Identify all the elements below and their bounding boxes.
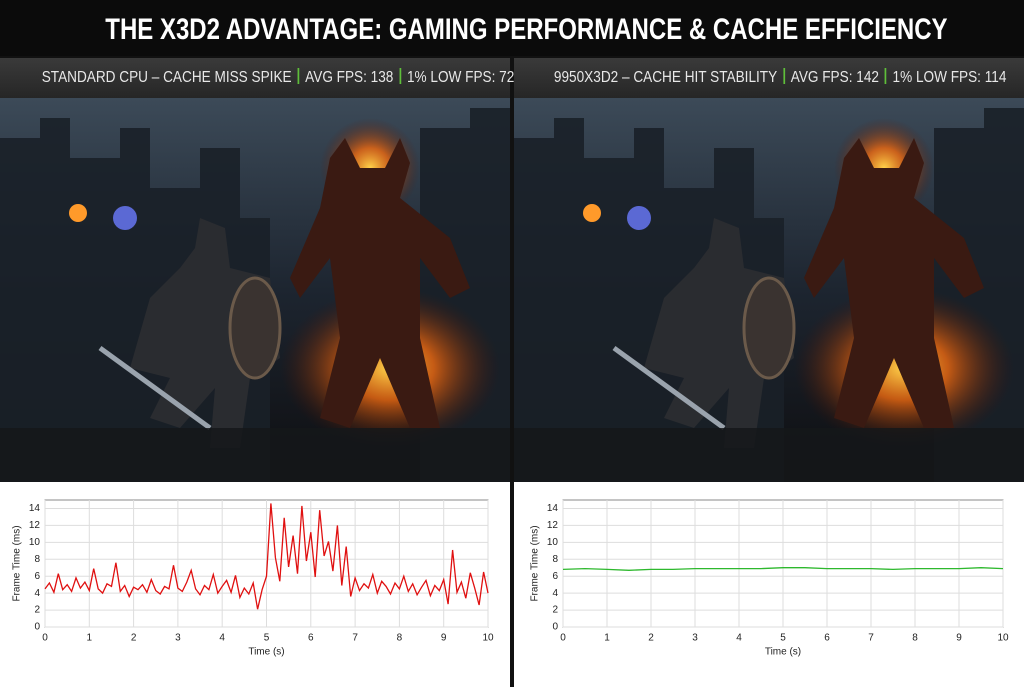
knight <box>130 218 280 448</box>
x-tick-label: 0 <box>42 633 48 644</box>
y-tick-label: 10 <box>29 537 41 548</box>
demon <box>804 138 984 428</box>
frame-time-line <box>562 567 1004 571</box>
low-fps: 1% LOW FPS: 72 <box>406 69 515 86</box>
x-tick-label: 0 <box>560 633 566 644</box>
x-tick-label: 4 <box>219 633 225 644</box>
y-tick-label: 10 <box>547 537 559 548</box>
panel-label: STANDARD CPU – CACHE MISS SPIKE <box>41 69 292 86</box>
low-fps: 1% LOW FPS: 114 <box>892 69 1007 86</box>
x-tick-label: 6 <box>308 633 314 644</box>
torch <box>69 204 87 222</box>
y-tick-label: 4 <box>552 588 558 599</box>
panel-header: 9950X3D2 – CACHE HIT STABILITY AVG FPS: 1… <box>514 58 1024 98</box>
y-tick-label: 8 <box>34 554 40 565</box>
y-tick-label: 2 <box>552 605 558 616</box>
sword <box>612 345 726 431</box>
y-tick-label: 2 <box>34 605 40 616</box>
avg-fps: AVG FPS: 142 <box>790 69 879 86</box>
x-tick-label: 9 <box>956 633 962 644</box>
frame-time-line <box>44 503 489 610</box>
x-tick-label: 2 <box>648 633 654 644</box>
title: THE X3D2 ADVANTAGE: GAMING PERFORMANCE &… <box>105 13 948 46</box>
separator <box>297 68 300 84</box>
panel: 9950X3D2 – CACHE HIT STABILITY AVG FPS: 1… <box>514 58 1024 687</box>
x-tick-label: 3 <box>175 633 181 644</box>
game-scene <box>0 98 510 482</box>
x-tick-label: 7 <box>868 633 874 644</box>
panel-header: STANDARD CPU – CACHE MISS SPIKE AVG FPS: … <box>0 58 514 98</box>
x-tick-label: 1 <box>87 633 93 644</box>
x-tick-label: 8 <box>912 633 918 644</box>
y-tick-label: 6 <box>552 571 558 582</box>
y-tick-label: 0 <box>552 622 558 633</box>
y-tick-label: 6 <box>34 571 40 582</box>
y-axis-label: Frame Time (ms) <box>12 525 23 601</box>
x-tick-label: 9 <box>441 633 447 644</box>
demon <box>290 138 470 428</box>
x-tick-label: 3 <box>692 633 698 644</box>
shield <box>228 276 282 380</box>
separator <box>783 68 785 84</box>
y-tick-label: 14 <box>547 503 559 514</box>
x-tick-label: 2 <box>131 633 137 644</box>
magic-orb <box>627 206 651 230</box>
panel-label: 9950X3D2 – CACHE HIT STABILITY <box>553 69 778 86</box>
x-tick-label: 8 <box>397 633 403 644</box>
x-tick-label: 4 <box>736 633 742 644</box>
x-axis-label: Time (s) <box>765 647 801 658</box>
x-tick-label: 5 <box>264 633 270 644</box>
panel: STANDARD CPU – CACHE MISS SPIKE AVG FPS: … <box>0 58 514 687</box>
x-axis-label: Time (s) <box>248 647 284 658</box>
y-axis-label: Frame Time (ms) <box>530 525 541 601</box>
separator <box>399 68 402 84</box>
torch <box>583 204 601 222</box>
y-tick-label: 12 <box>29 520 41 531</box>
ground <box>514 428 1024 482</box>
avg-fps: AVG FPS: 138 <box>305 69 394 86</box>
x-tick-label: 6 <box>824 633 830 644</box>
sword <box>98 345 212 431</box>
x-tick-label: 10 <box>997 633 1009 644</box>
magic-orb <box>113 206 137 230</box>
x-tick-label: 1 <box>604 633 610 644</box>
shield <box>742 276 796 380</box>
knight <box>644 218 794 448</box>
x-tick-label: 7 <box>352 633 358 644</box>
title-bar: THE X3D2 ADVANTAGE: GAMING PERFORMANCE &… <box>0 0 1024 56</box>
y-tick-label: 4 <box>34 588 40 599</box>
x-tick-label: 10 <box>482 633 494 644</box>
y-tick-label: 0 <box>34 622 40 633</box>
separator <box>884 68 887 84</box>
y-tick-label: 8 <box>552 554 558 565</box>
y-tick-label: 14 <box>29 503 41 514</box>
y-tick-label: 12 <box>547 520 559 531</box>
x-tick-label: 5 <box>780 633 786 644</box>
game-scene <box>514 98 1024 482</box>
ground <box>0 428 510 482</box>
